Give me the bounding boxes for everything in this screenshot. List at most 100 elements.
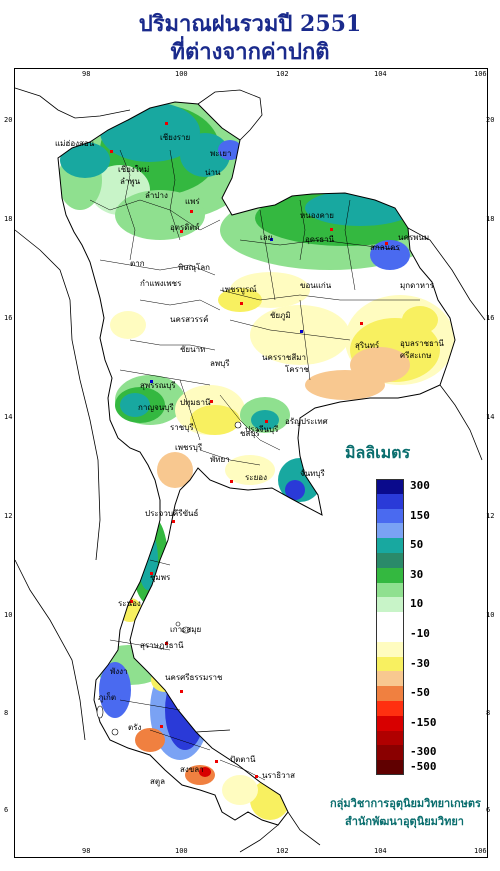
- legend-swatch: [376, 760, 404, 775]
- legend-swatch: [376, 730, 404, 746]
- latitude-tick-label: 16: [4, 314, 13, 322]
- province-label: ภูเก็ต: [98, 692, 116, 703]
- province-label: ลพบุรี: [210, 359, 230, 368]
- province-label: ราชบุรี: [170, 423, 194, 432]
- province-label: ชัยภูมิ: [270, 311, 291, 321]
- latitude-tick-label: 18: [486, 215, 495, 223]
- credit-group: กลุ่มวิชาการอุตุนิยมวิทยาเกษตร: [330, 797, 481, 810]
- province-label: ประจวบคีรีขันธ์: [145, 508, 199, 518]
- province-label: แม่ฮ่องสอน: [55, 139, 95, 148]
- province-label: สกลนคร: [370, 243, 400, 252]
- province-label: เกาะสมุย: [170, 625, 201, 634]
- border-lines: [14, 87, 486, 853]
- province-label: ตาก: [130, 259, 145, 268]
- legend-unit: มิลลิเมตร: [345, 443, 411, 462]
- province-label: กาญจนบุรี: [138, 403, 174, 412]
- province-label: แพร่: [185, 197, 200, 206]
- province-label: ปราจีนบุรี: [245, 425, 279, 434]
- legend-label: 30: [410, 567, 424, 581]
- province-label: นครสวรรค์: [170, 314, 208, 324]
- legend-label: 150: [410, 508, 430, 522]
- legend-swatch: [376, 538, 404, 553]
- province-label: ชัยนาท: [180, 345, 205, 354]
- province-label: มุกดาหาร: [400, 281, 435, 290]
- latitude-tick-label: 8: [4, 709, 9, 717]
- province-label: ระยอง: [245, 473, 267, 482]
- legend-swatch: [376, 641, 404, 657]
- province-boundaries: [89, 149, 420, 781]
- legend-swatch: [376, 686, 404, 701]
- province-label: กำแพงเพชร: [140, 279, 182, 288]
- province-label: เลย: [260, 233, 272, 242]
- longitude-tick-label: 100: [175, 847, 188, 855]
- province-label: โคราช: [285, 364, 309, 374]
- longitude-tick-label: 102: [276, 847, 289, 855]
- province-label: ขอนแก่น: [300, 281, 332, 290]
- latitude-tick-label: 8: [486, 709, 491, 717]
- latitude-tick-label: 10: [4, 611, 13, 619]
- legend-label: -500: [410, 760, 437, 774]
- legend-label: -10: [410, 627, 430, 640]
- legend-label: -30: [410, 656, 430, 670]
- province-label: เชียงราย: [160, 133, 190, 142]
- province-label: ชลบุรี: [240, 429, 260, 438]
- legend-swatch: [376, 523, 404, 539]
- province-label: เชียงใหม่: [118, 165, 149, 174]
- province-label: สุรินทร์: [355, 340, 380, 350]
- legend-swatch: [376, 701, 404, 716]
- province-label: นครศรีธรรมราช: [165, 673, 223, 682]
- province-label: นครพนม: [398, 233, 429, 242]
- legend-swatch: [376, 553, 404, 568]
- province-label: นครราชสีมา: [262, 353, 306, 362]
- province-label: อุบลราชธานี: [400, 339, 444, 348]
- province-label: ปทุมธานี: [180, 398, 211, 407]
- legend-swatch: [376, 745, 404, 761]
- latitude-tick-label: 16: [486, 314, 495, 322]
- latitude-tick-label: 6: [486, 806, 491, 814]
- latitude-tick-label: 10: [486, 611, 495, 619]
- legend-label: 10: [410, 597, 424, 611]
- province-label: ปัตตานี: [230, 755, 256, 764]
- latitude-tick-label: 14: [4, 413, 13, 421]
- province-label: น่าน: [205, 168, 221, 177]
- legend-label: 50: [410, 538, 424, 552]
- longitude-tick-label: 104: [374, 847, 387, 855]
- legend-swatch: [376, 567, 404, 583]
- longitude-tick-label: 106: [474, 847, 487, 855]
- latitude-tick-label: 12: [4, 512, 13, 520]
- credit-department: สำนักพัฒนาอุตุนิยมวิทยา: [345, 815, 464, 828]
- province-label: พิษณุโลก: [178, 262, 210, 272]
- province-label: ลำพูน: [120, 177, 141, 187]
- legend-swatch: [376, 508, 404, 524]
- province-label: นราธิวาส: [262, 771, 295, 780]
- province-label: สตูล: [150, 777, 165, 787]
- legend-label: -300: [410, 745, 437, 759]
- province-label: อุตรดิตถ์: [170, 222, 200, 232]
- province-label: ระนอง: [118, 599, 141, 608]
- islands: [96, 421, 242, 736]
- longitude-tick-label: 102: [276, 70, 289, 78]
- latitude-tick-label: 12: [486, 512, 495, 520]
- province-label: สุราษฎร์ธานี: [140, 640, 184, 650]
- province-label: ศรีสะเกษ: [400, 351, 431, 360]
- legend-swatch: [376, 715, 404, 731]
- latitude-tick-label: 18: [4, 215, 13, 223]
- longitude-tick-label: 98: [82, 70, 91, 78]
- latitude-tick-label: 14: [486, 413, 495, 421]
- map-subtitle: ที่ต่างจากค่าปกติ: [170, 39, 330, 65]
- legend-swatch: [376, 656, 404, 672]
- province-label: เพชรบุรี: [175, 443, 203, 452]
- province-label: พะเยา: [210, 149, 231, 158]
- latitude-tick-label: 6: [4, 806, 9, 814]
- longitude-tick-label: 100: [175, 70, 188, 78]
- legend-label: -50: [410, 686, 430, 700]
- province-label: สงขลา: [180, 765, 204, 774]
- province-label: พังงา: [110, 667, 128, 676]
- province-label: เพชรบูรณ์: [222, 284, 257, 295]
- legend-swatch: [376, 493, 404, 509]
- legend-swatch: [376, 479, 404, 494]
- legend-swatch: [376, 612, 404, 627]
- province-label: พัทยา: [210, 455, 230, 464]
